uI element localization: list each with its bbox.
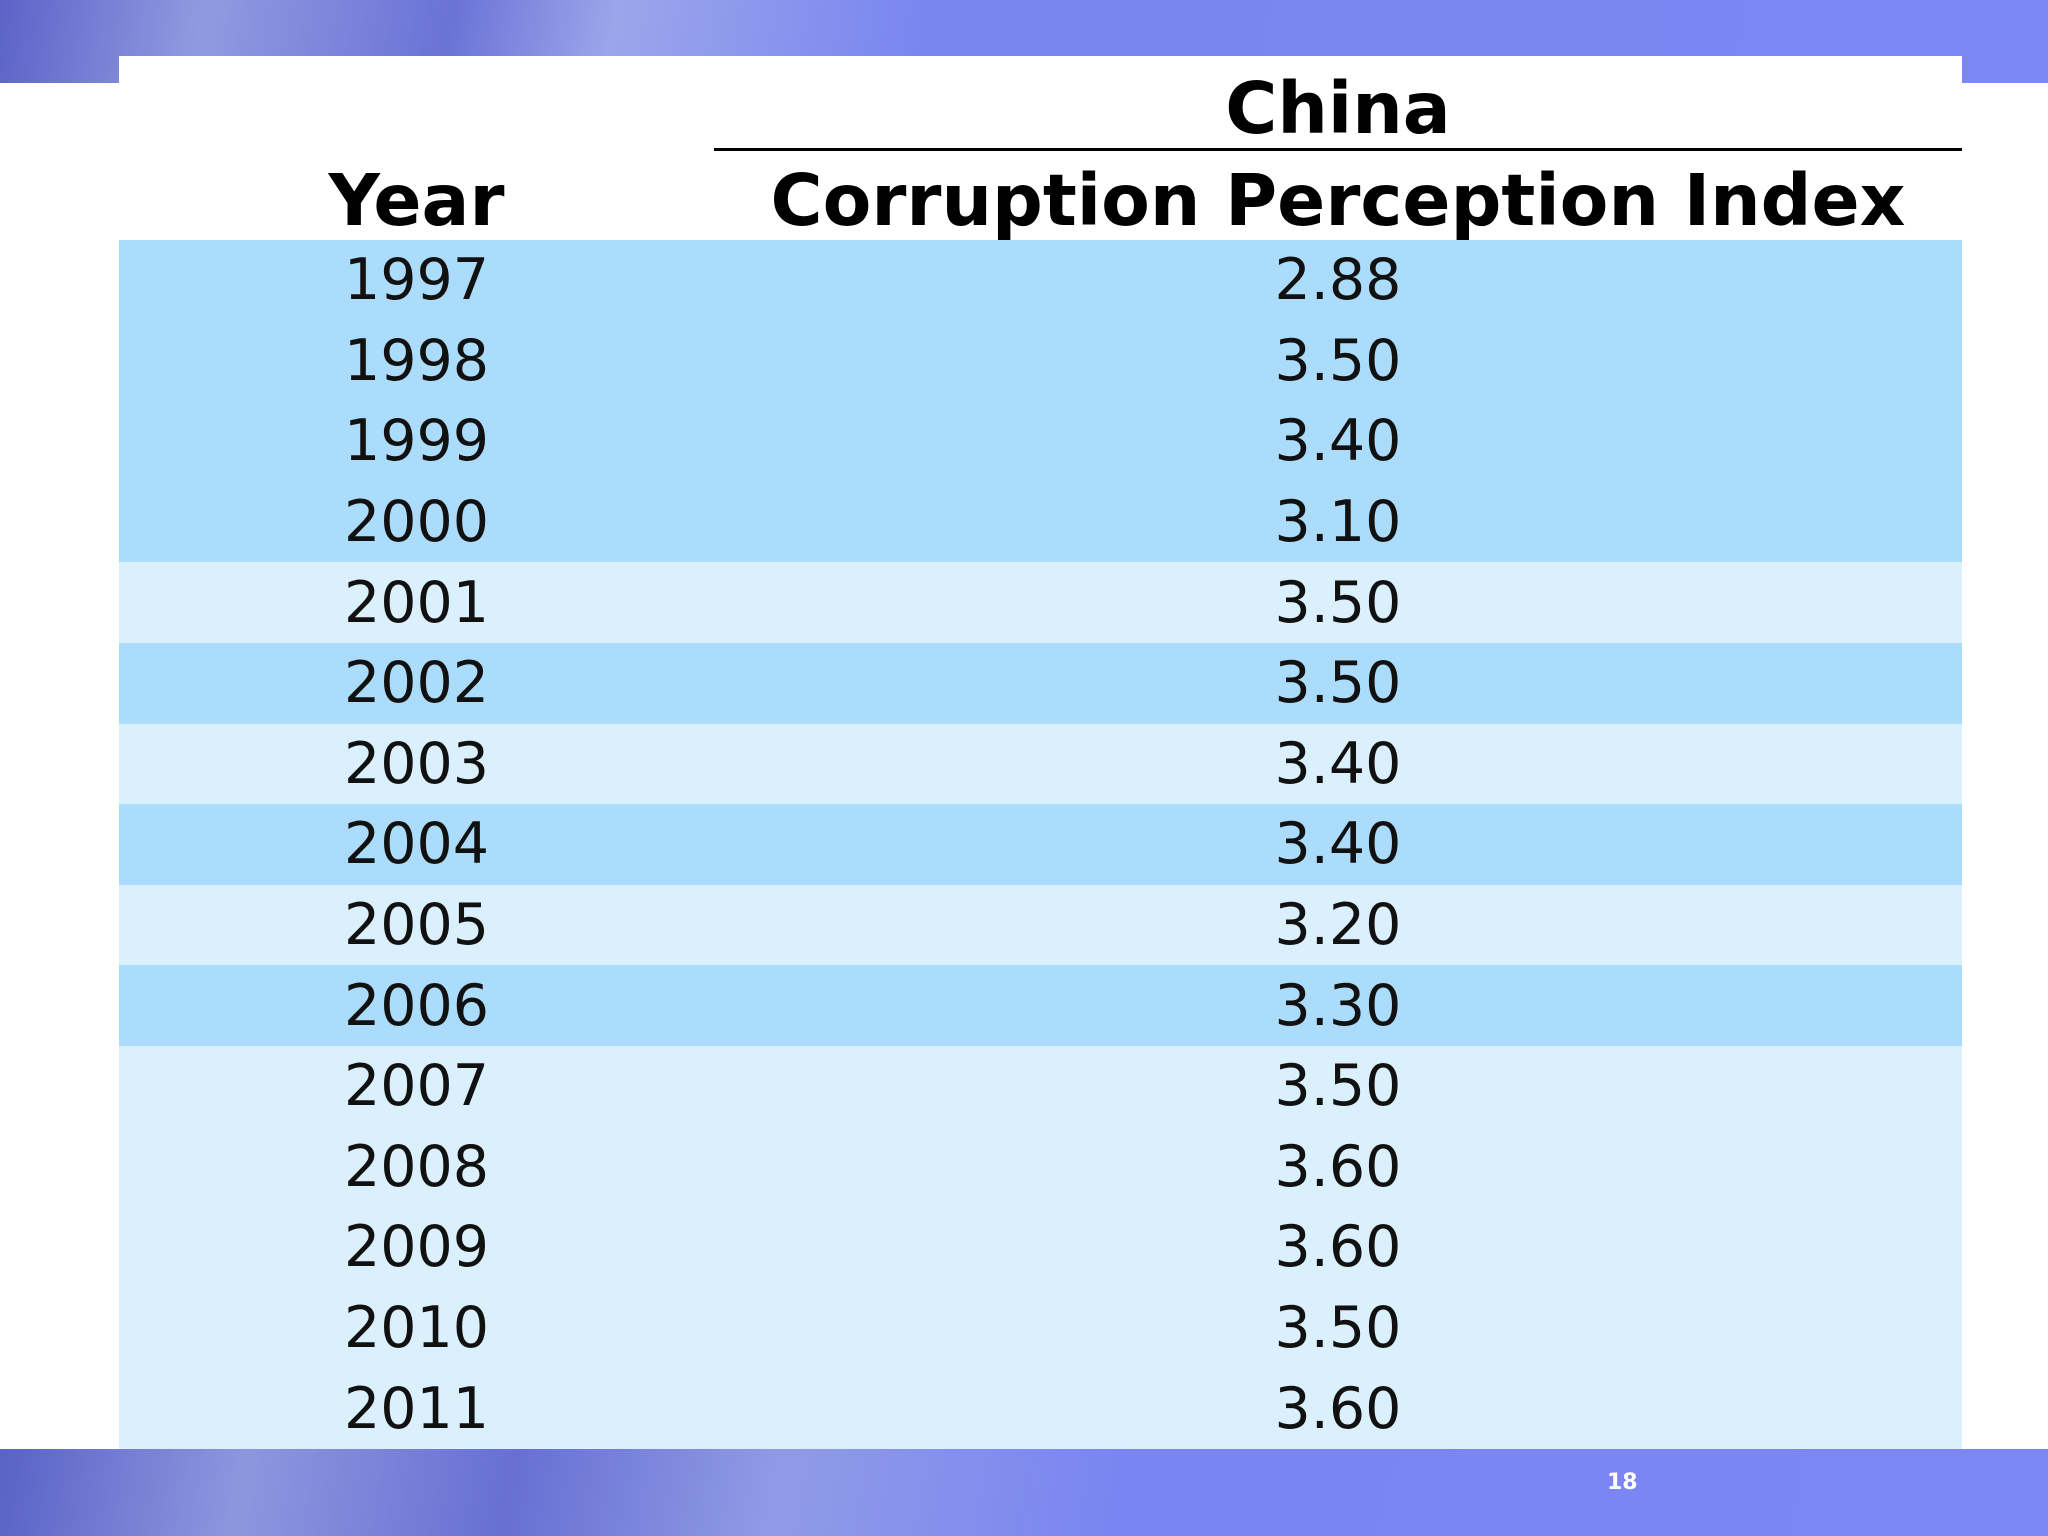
cpi-cell: 3.10 — [1274, 489, 1402, 556]
year-cell: 2005 — [343, 892, 490, 959]
cpi-cell: 3.50 — [1274, 569, 1402, 636]
cpi-cell: 3.50 — [1274, 650, 1402, 717]
cpi-cell: 3.40 — [1274, 811, 1402, 878]
year-cell: 2008 — [343, 1133, 490, 1200]
year-column-header: Year — [328, 159, 505, 242]
cpi-cell: 3.60 — [1274, 1133, 1402, 1200]
cpi-cell: 2.88 — [1274, 247, 1402, 314]
table-row: 2003 3.40 — [119, 723, 1962, 805]
table-row: 2005 3.20 — [119, 884, 1962, 966]
year-cell: 1998 — [343, 327, 490, 394]
year-cell: 2002 — [343, 650, 490, 717]
table-row: 2002 3.50 — [119, 642, 1962, 724]
cpi-cell: 3.50 — [1274, 1295, 1402, 1362]
year-cell: 2011 — [343, 1375, 490, 1442]
table-row: 1998 3.50 — [119, 320, 1962, 402]
table-row: 2004 3.40 — [119, 804, 1962, 885]
table-row: 2010 3.50 — [119, 1287, 1962, 1369]
slide: China Year Corruption Perception Index 1… — [119, 56, 1962, 1495]
header-rule — [714, 148, 1962, 151]
country-header: China — [1225, 67, 1451, 150]
year-cell: 2007 — [343, 1053, 490, 1120]
cpi-cell: 3.60 — [1274, 1214, 1402, 1281]
year-cell: 2003 — [343, 730, 490, 797]
cpi-cell: 3.40 — [1274, 730, 1402, 797]
table-row: 2008 3.60 — [119, 1126, 1962, 1208]
year-cell: 2000 — [343, 489, 490, 556]
table-row: 2000 3.10 — [119, 481, 1962, 563]
page-number: 18 — [1607, 1470, 1638, 1495]
cpi-cell: 3.50 — [1274, 1053, 1402, 1120]
cpi-cell: 3.20 — [1274, 892, 1402, 959]
year-cell: 1999 — [343, 408, 490, 475]
year-cell: 2004 — [343, 811, 490, 878]
table-row: 2011 3.60 — [119, 1368, 1962, 1449]
year-cell: 2009 — [343, 1214, 490, 1281]
year-cell: 2010 — [343, 1295, 490, 1362]
year-cell: 1997 — [343, 247, 490, 314]
table-row: 2006 3.30 — [119, 965, 1962, 1046]
table-row: 2009 3.60 — [119, 1207, 1962, 1288]
year-cell: 2006 — [343, 972, 490, 1039]
bottom-decorative-band — [0, 1449, 2048, 1536]
table-row: 1997 2.88 — [119, 240, 1962, 321]
year-cell: 2001 — [343, 569, 490, 636]
table-row: 1999 3.40 — [119, 401, 1962, 482]
data-table: 1997 2.88 1998 3.50 1999 3.40 2000 3.10 … — [119, 240, 1962, 1449]
table-row: 2007 3.50 — [119, 1045, 1962, 1127]
table-row: 2001 3.50 — [119, 562, 1962, 643]
cpi-cell: 3.60 — [1274, 1375, 1402, 1442]
cpi-column-header: Corruption Perception Index — [770, 159, 1906, 242]
cpi-cell: 3.30 — [1274, 972, 1402, 1039]
cpi-cell: 3.40 — [1274, 408, 1402, 475]
cpi-cell: 3.50 — [1274, 327, 1402, 394]
